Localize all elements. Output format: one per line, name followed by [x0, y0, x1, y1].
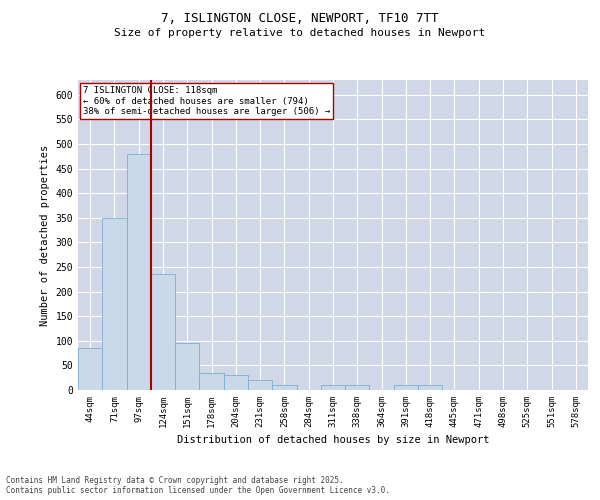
X-axis label: Distribution of detached houses by size in Newport: Distribution of detached houses by size …	[177, 436, 489, 446]
Bar	[394, 385, 418, 390]
Text: 7 ISLINGTON CLOSE: 118sqm
← 60% of detached houses are smaller (794)
38% of semi: 7 ISLINGTON CLOSE: 118sqm ← 60% of detac…	[83, 86, 331, 116]
Bar	[127, 154, 151, 390]
Y-axis label: Number of detached properties: Number of detached properties	[40, 144, 50, 326]
Bar	[175, 344, 199, 390]
Bar	[199, 373, 224, 390]
Bar	[321, 385, 345, 390]
Text: Size of property relative to detached houses in Newport: Size of property relative to detached ho…	[115, 28, 485, 38]
Text: 7, ISLINGTON CLOSE, NEWPORT, TF10 7TT: 7, ISLINGTON CLOSE, NEWPORT, TF10 7TT	[161, 12, 439, 26]
Text: Contains HM Land Registry data © Crown copyright and database right 2025.
Contai: Contains HM Land Registry data © Crown c…	[6, 476, 390, 495]
Bar	[272, 385, 296, 390]
Bar	[151, 274, 175, 390]
Bar	[345, 385, 370, 390]
Bar	[418, 385, 442, 390]
Bar	[248, 380, 272, 390]
Bar	[102, 218, 127, 390]
Bar	[224, 375, 248, 390]
Bar	[78, 348, 102, 390]
